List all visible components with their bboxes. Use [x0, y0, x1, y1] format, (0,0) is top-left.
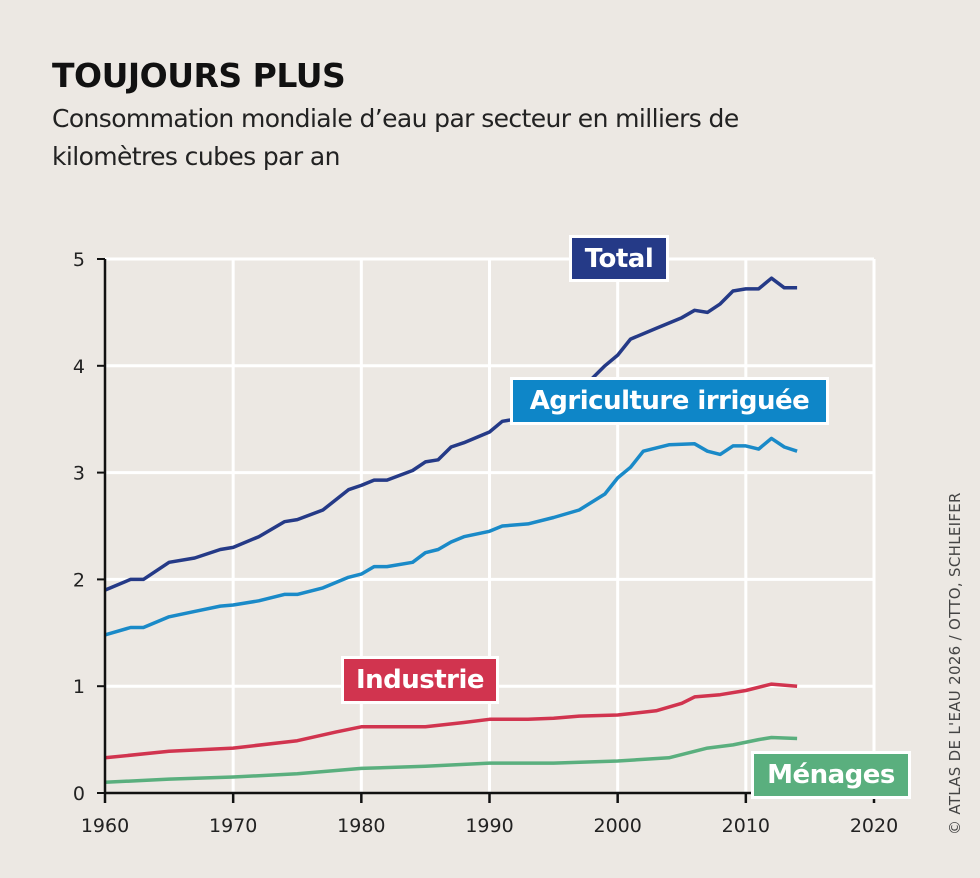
x-tick-label: 1990: [465, 815, 513, 837]
axes: 0 1 2 3 4 5 1960 1970 1980 1990 2000 2010 2020: [73, 249, 898, 837]
chart-title: TOUJOURS PLUS: [52, 56, 346, 95]
y-tick-label: 0: [73, 783, 85, 805]
grid: [105, 257, 876, 793]
x-tick-label: 1960: [81, 815, 129, 837]
series-line-m-nages: [104, 735, 798, 785]
series-line-total: [104, 276, 798, 592]
label-menages: Ménages: [751, 751, 911, 799]
x-tick-label: 2000: [593, 815, 641, 837]
label-agriculture: Agriculture irriguée: [510, 377, 829, 425]
x-tick-label: 2020: [850, 815, 898, 837]
series-line-industrie: [104, 682, 798, 760]
chart-subtitle: Consommation mondiale d’eau par secteur …: [52, 104, 739, 171]
x-tick-label: 1970: [209, 815, 257, 837]
series-line-agriculture-irrigu-e: [104, 436, 798, 637]
y-tick-label: 4: [73, 356, 85, 378]
y-tick-label: 2: [73, 569, 85, 591]
label-total: Total: [569, 235, 669, 282]
label-industrie: Industrie: [341, 656, 499, 704]
y-tick-label: 5: [73, 249, 85, 271]
credit: © ATLAS DE L'EAU 2026 / OTTO, SCHLEIFER: [946, 492, 964, 835]
y-tick-label: 1: [73, 676, 85, 698]
x-tick-label: 1980: [337, 815, 385, 837]
y-tick-label: 3: [73, 463, 85, 485]
series-lines: [104, 276, 798, 785]
x-tick-label: 2010: [722, 815, 770, 837]
